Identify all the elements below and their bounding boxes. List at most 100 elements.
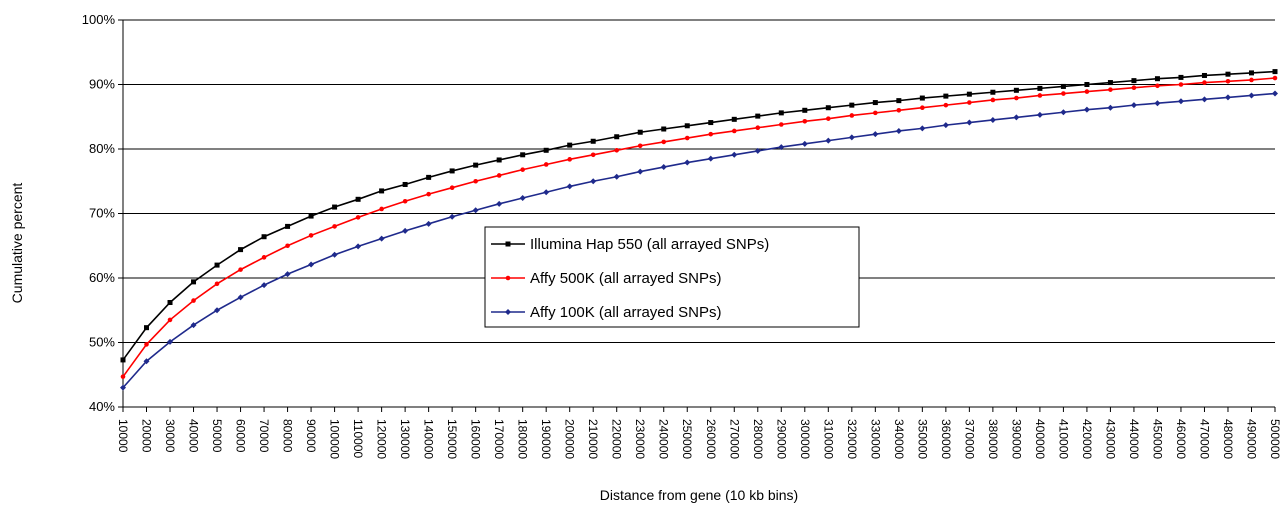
data-point [708,131,714,137]
data-point [707,155,714,162]
data-point [637,168,644,175]
data-point [873,110,878,116]
data-point [402,198,408,204]
data-point [590,138,596,144]
x-tick-label: 450000 [1150,419,1164,459]
data-point [637,143,643,149]
data-point [191,298,196,303]
data-point [567,157,572,162]
data-point [1178,74,1184,80]
data-point [990,97,996,103]
data-point [708,120,714,126]
data-point [378,235,385,242]
data-point [1155,83,1160,89]
data-point [802,107,808,113]
data-point [684,159,691,166]
data-point [1178,82,1184,87]
gridlines [123,19,1275,343]
x-tick-label: 110000 [351,419,365,458]
x-tick-label: 50000 [210,419,224,453]
x-tick-label: 250000 [680,419,694,459]
series-line [122,77,1276,378]
data-point [1249,77,1254,83]
x-tick-label: 60000 [234,419,248,453]
data-point [848,134,855,141]
data-point [1037,93,1043,98]
data-point [966,119,973,126]
data-point [425,220,432,227]
data-point [1060,109,1067,116]
x-tick-label: 170000 [492,419,506,459]
x-tick-label: 240000 [657,419,671,459]
data-point [402,181,408,187]
data-point [590,178,597,185]
data-point [778,110,784,116]
x-tick-label: 300000 [798,419,812,459]
x-tick-label: 420000 [1080,419,1094,459]
data-point [613,173,620,180]
x-tick-label: 10000 [116,419,130,453]
data-point [167,317,173,323]
data-point [684,135,690,141]
data-point [473,162,479,168]
y-tick-label: 90% [89,77,115,92]
data-point [778,122,784,127]
data-point [684,123,690,129]
data-point [1272,90,1278,97]
data-point [261,255,267,260]
data-point [1060,83,1066,89]
legend-item: Illumina Hap 550 (all arrayed SNPs) [491,236,769,253]
data-point [473,178,478,184]
x-tick-label: 260000 [704,419,718,459]
data-point [731,128,737,134]
data-point [332,224,337,229]
data-point [731,116,737,122]
x-tick-label: 280000 [751,419,765,459]
data-point [825,105,831,111]
x-tick-label: 350000 [915,419,929,459]
data-point [849,102,855,108]
data-point [919,125,926,132]
x-tick-label: 390000 [1009,419,1023,459]
data-point [590,152,596,158]
data-point [449,185,455,190]
data-point [872,100,878,106]
data-point [661,139,667,145]
data-point [755,113,761,119]
data-point [261,282,268,289]
data-point [355,215,361,220]
x-tick-label: 490000 [1244,419,1258,459]
data-point [1084,89,1090,94]
x-tick-label: 90000 [304,419,318,453]
legend-label: Illumina Hap 550 (all arrayed SNPs) [530,236,769,253]
data-point [1272,69,1278,75]
data-point [755,125,761,131]
data-point [614,134,620,140]
x-tick-label: 340000 [892,419,906,459]
data-point [1108,87,1113,92]
y-tick-label: 50% [89,335,115,350]
x-tick-label: 160000 [469,419,483,459]
x-tick-label: 130000 [398,419,412,459]
legend-swatch-marker [505,309,511,315]
data-point [214,307,221,314]
data-point [237,294,244,301]
series-1 [120,75,1278,379]
data-point [1083,106,1090,113]
data-point [942,122,949,129]
data-point [566,183,573,190]
x-tick-label: 100000 [328,419,342,459]
legend-item: Affy 100K (all arrayed SNPs) [491,304,721,321]
data-point [144,342,149,347]
data-point [1177,98,1184,105]
data-point [543,189,550,196]
x-tick-label: 430000 [1103,419,1117,459]
data-point [143,358,150,365]
x-tick-label: 480000 [1221,419,1235,459]
data-point [1154,76,1160,82]
x-tick-label: 70000 [257,419,271,453]
data-point [990,89,996,95]
data-point [1202,80,1207,85]
x-tick-label: 20000 [140,419,154,453]
data-point [120,384,126,391]
